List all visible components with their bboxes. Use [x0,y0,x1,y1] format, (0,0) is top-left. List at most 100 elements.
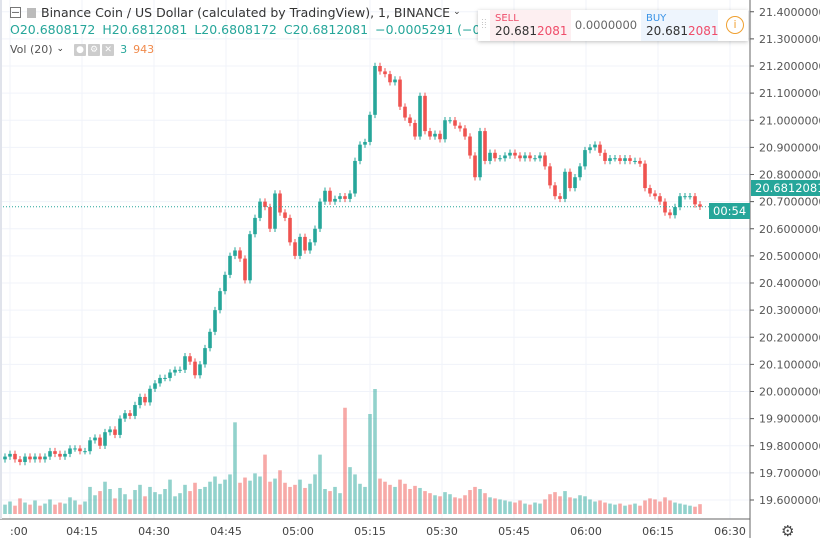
volume-bar [158,494,162,514]
candle-body [193,361,197,376]
volume-bar [203,486,207,514]
candle-body [63,453,67,457]
volume-bar [668,500,672,514]
left-edge [0,0,2,519]
volume-bar [38,505,42,514]
time-tick-label: 06:00 [570,525,602,538]
volume-bar [273,478,277,514]
sell-button[interactable]: SELL 20.6812081 [490,10,571,41]
candle-body [413,122,417,137]
volume-bar [333,486,337,514]
candle-body [243,258,247,281]
price-tick-label: 20.6000000 [759,223,820,236]
volume-bar [128,499,132,514]
volume-bar [173,496,177,514]
drag-handle-icon[interactable]: :::: [481,16,487,30]
candle-body [253,217,257,235]
candle-body [168,372,172,378]
volume-value-green: 3 [120,43,128,56]
volume-bar [638,505,642,514]
volume-bar [18,498,22,514]
close-value: C20.6812081 [283,22,369,37]
buy-button[interactable]: BUY 20.6812081 [641,10,719,41]
candle-body [608,158,612,161]
candle-body [523,155,527,159]
price-tick-label: 19.7000000 [759,467,820,480]
candle-body [628,158,632,161]
price-tick-label: 20.8000000 [759,169,820,182]
chevron-down-icon[interactable]: ⌄ [56,44,65,54]
volume-bar [488,497,492,514]
price-tick-label: 20.3000000 [759,304,820,317]
candle-body [498,158,502,160]
volume-bar [258,476,262,514]
candle-body [353,160,357,194]
volume-bar [453,497,457,514]
volume-bar [153,492,157,514]
candle-body [443,120,447,140]
candle-body [23,456,27,463]
volume-bar [248,480,252,514]
time-tick-label: 04:30 [138,525,170,538]
candle-body [683,196,687,198]
volume-bar [408,489,412,514]
candle-body [28,456,32,460]
buy-price-tail: 2081 [688,24,719,38]
volume-bar [73,500,77,514]
volume-bar [678,503,682,514]
volume-bar [493,498,497,514]
volume-bar [628,504,632,514]
price-tick-label: 19.8000000 [759,440,820,453]
volume-bar [168,479,172,514]
low-value: L20.6808172 [194,22,277,37]
candle-body [348,193,352,199]
spread-value: 0.0000000 [574,18,638,32]
volume-bar [463,495,467,514]
volume-bar [538,503,542,514]
volume-bar [598,500,602,514]
candle-body [578,166,582,178]
candle-body [18,459,22,463]
candle-body [83,451,87,453]
price-tick-label: 19.6000000 [759,494,820,507]
volume-bar [518,500,522,514]
candle-body [358,144,362,161]
volume-bar [578,495,582,514]
volume-bar [498,499,502,514]
volume-bar [568,497,572,514]
volume-bar [178,493,182,514]
volume-bar [293,484,297,514]
candle-body [533,158,537,160]
candle-body [3,456,7,460]
volume-bar [263,454,267,514]
volume-bar [123,494,127,514]
candle-body [213,310,217,332]
volume-bar [58,502,62,514]
candle-body [673,207,677,216]
volume-bar [438,496,442,514]
candle-body [48,451,52,457]
volume-bar [603,502,607,514]
volume-bar [623,505,627,514]
sell-label: SELL [495,13,519,24]
price-tick-label: 20.1000000 [759,358,820,371]
eye-icon[interactable]: ● [74,43,87,56]
candle-body [388,74,392,83]
settings-gear-icon[interactable]: ⚙ [781,522,795,540]
price-tick-label: 21.0000000 [759,114,820,127]
gear-icon[interactable]: ⚙ [88,43,101,56]
candle-body [273,193,277,229]
volume-bar [363,486,367,514]
collapse-icon[interactable] [10,7,21,18]
close-icon[interactable]: ✕ [102,43,115,56]
candle-body [458,125,462,129]
symbol-title[interactable]: Binance Coin / US Dollar (calculated by … [41,5,451,20]
candle-body [163,377,167,379]
volume-study-label[interactable]: Vol (20) [10,43,53,56]
volume-bar [118,487,122,514]
volume-bar [313,474,317,514]
info-icon[interactable]: i [726,16,744,34]
chevron-down-icon[interactable]: ⌄ [453,7,461,17]
volume-bar [208,481,212,514]
